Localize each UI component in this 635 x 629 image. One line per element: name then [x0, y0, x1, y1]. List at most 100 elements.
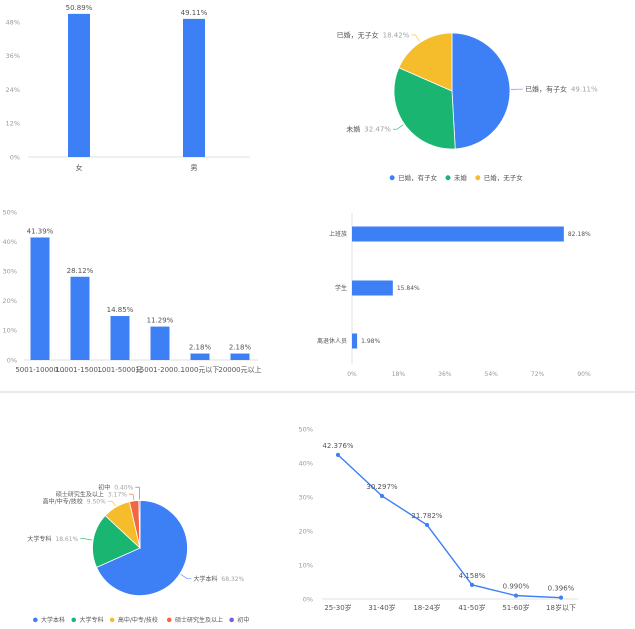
legend-label: 硕士研究生及以上	[175, 616, 223, 624]
slice-category-label: 已婚，无子女	[337, 30, 379, 39]
x-category-label: 15001-2000...	[135, 366, 184, 374]
x-category-label: 18-24岁	[413, 603, 440, 612]
legend-label: 已婚，有子女	[398, 173, 438, 182]
y-category-label: 上班族	[329, 230, 347, 238]
data-point	[424, 522, 430, 528]
pie-slice	[92, 515, 141, 568]
point-value-label: 0.396%	[548, 585, 575, 593]
slice-value-label: 0.40%	[114, 484, 133, 491]
pie-slice	[451, 32, 511, 150]
bar	[352, 226, 564, 242]
x-category-label: 25-30岁	[324, 603, 351, 612]
slice-label: 高中/中专/技校 9.50%	[43, 497, 106, 505]
x-category-label: 1001-5000元	[97, 366, 142, 374]
occupation-horizontal-bar-chart: 0% 18% 36% 54% 72% 90% 82.18% 上班族 15.84% 学生 1.98% 离…	[317, 213, 591, 378]
x-category-label: 1000元以下	[181, 366, 220, 374]
slice-value-label: 18.42%	[383, 31, 410, 39]
legend-marker	[389, 175, 395, 181]
y-tick-label: 40%	[299, 459, 313, 467]
x-category-label: 5001-10000...	[15, 366, 64, 374]
bar	[110, 316, 130, 360]
y-tick-label: 20%	[299, 527, 313, 535]
x-category-label: 男	[191, 164, 198, 172]
legend-label: 未婚	[454, 173, 468, 182]
slice-value-label: 32.47%	[364, 126, 391, 134]
income-bar-chart: 0% 10% 20% 30% 40% 50% 41.39% 5001-10000... 28.1…	[3, 208, 262, 374]
y-tick-label: 48%	[6, 18, 20, 26]
label-leader-line	[135, 486, 140, 500]
label-leader-line	[107, 500, 117, 507]
slice-value-label: 9.50%	[87, 498, 106, 505]
y-tick-label: 36%	[6, 52, 20, 60]
bar	[30, 237, 50, 360]
bar	[230, 353, 250, 360]
age-line-chart: 0% 10% 20% 30% 40% 50% 42.376% 25-30岁 30.297% 31-…	[299, 425, 578, 612]
bar	[190, 353, 210, 360]
x-category-label: 41-50岁	[458, 603, 485, 612]
pie-slice	[398, 32, 453, 92]
bar-value-label: 28.12%	[67, 267, 94, 275]
bar-value-label: 41.39%	[27, 227, 54, 235]
point-value-label: 30.297%	[366, 483, 397, 491]
data-point	[558, 595, 564, 600]
bar-value-label: 2.18%	[189, 344, 212, 352]
y-category-label: 学生	[335, 284, 347, 292]
slice-category-label: 未婚	[346, 125, 360, 134]
bar-value-label: 14.85%	[107, 306, 134, 314]
slice-value-label: 68.32%	[221, 576, 244, 583]
bar	[68, 13, 90, 158]
bar	[70, 276, 90, 360]
y-tick-label: 20%	[3, 297, 17, 305]
x-category-label: 51-60岁	[502, 603, 529, 612]
y-tick-label: 0%	[7, 356, 17, 364]
legend-label: 高中/中专/技校	[118, 616, 158, 624]
data-point	[469, 582, 475, 587]
slice-label: 未婚 32.47%	[346, 125, 391, 134]
y-tick-label: 50%	[3, 208, 17, 216]
slice-value-label: 3.17%	[108, 491, 127, 498]
point-value-label: 0.990%	[503, 583, 530, 591]
bar-value-label: 1.98%	[361, 338, 380, 345]
slice-value-label: 49.11%	[571, 86, 598, 94]
bar	[183, 18, 205, 157]
y-tick-label: 12%	[6, 120, 20, 128]
x-category-label: 31-40岁	[368, 603, 395, 612]
y-tick-label: 30%	[3, 268, 17, 276]
legend-marker	[33, 617, 38, 623]
pie-slice	[96, 500, 188, 596]
bar-value-label: 82.18%	[568, 231, 591, 238]
slice-category-label: 硕士研究生及以上	[56, 490, 104, 498]
x-category-label: 10001-1500...	[55, 366, 104, 374]
marital-status-pie-chart: 已婚，有子女 49.11%未婚 32.47%已婚，无子女 18.42%已婚，有子女 未婚…	[337, 30, 598, 182]
x-tick-label: 0%	[347, 371, 357, 378]
bar-value-label: 49.11%	[181, 9, 208, 17]
bar	[352, 280, 393, 296]
y-tick-label: 10%	[299, 561, 313, 569]
x-tick-label: 18%	[392, 371, 406, 378]
x-category-label: 女	[76, 163, 83, 172]
y-tick-label: 30%	[299, 493, 313, 501]
slice-label: 大学本科 68.32%	[193, 575, 244, 583]
slice-category-label: 初中	[98, 483, 110, 491]
legend-label: 初中	[237, 616, 249, 624]
bar	[352, 333, 358, 349]
bar	[150, 326, 170, 360]
legend-marker	[109, 617, 115, 623]
legend-marker	[229, 617, 234, 623]
y-tick-label: 24%	[6, 86, 20, 94]
data-point	[335, 452, 341, 458]
y-category-label: 离退休人员	[317, 337, 347, 345]
pie-slice	[393, 67, 456, 150]
series-line	[337, 454, 562, 599]
slice-label: 大学专科 18.61%	[27, 535, 78, 543]
point-value-label: 42.376%	[322, 442, 353, 450]
data-point	[513, 593, 519, 598]
label-leader-line	[392, 124, 404, 130]
legend-label: 大学专科	[79, 616, 103, 624]
slice-category-label: 高中/中专/技校	[43, 497, 83, 505]
legend-marker	[71, 617, 77, 623]
slice-category-label: 已婚，有子女	[525, 85, 567, 94]
y-tick-label: 50%	[299, 425, 313, 433]
